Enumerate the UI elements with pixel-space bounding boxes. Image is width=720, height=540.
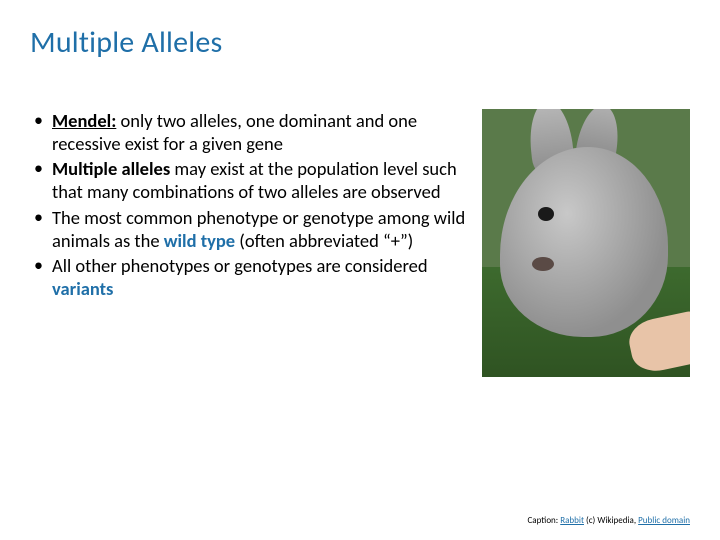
content-row: Mendel: only two alleles, one dominant a…	[30, 109, 690, 377]
image-column	[482, 109, 690, 377]
bullet-text: Multiple alleles	[52, 157, 170, 180]
bullet-text: Mendel:	[52, 109, 116, 132]
caption-mid: (c) Wikipedia,	[584, 515, 638, 526]
rabbit-nose-icon	[532, 257, 554, 271]
slide: Multiple Alleles Mendel: only two allele…	[0, 0, 720, 540]
caption-prefix: Caption:	[528, 515, 561, 526]
bullet-text: All other phenotypes or genotypes are co…	[52, 254, 428, 277]
caption-link-rabbit[interactable]: Rabbit	[560, 515, 584, 526]
rabbit-body-icon	[500, 147, 668, 337]
rabbit-eye-icon	[538, 207, 554, 221]
bullet-item: The most common phenotype or genotype am…	[30, 206, 466, 252]
bullet-text: (often abbreviated “+”)	[235, 229, 413, 252]
bullet-item: All other phenotypes or genotypes are co…	[30, 254, 466, 300]
text-column: Mendel: only two alleles, one dominant a…	[30, 109, 466, 377]
bullet-item: Mendel: only two alleles, one dominant a…	[30, 109, 466, 155]
bullet-text: variants	[52, 277, 113, 300]
image-caption: Caption: Rabbit (c) Wikipedia, Public do…	[528, 515, 691, 526]
bullet-item: Multiple alleles may exist at the popula…	[30, 157, 466, 203]
bullet-text: wild type	[164, 229, 235, 252]
caption-link-license[interactable]: Public domain	[638, 515, 690, 526]
rabbit-photo	[482, 109, 690, 377]
bullet-list: Mendel: only two alleles, one dominant a…	[30, 109, 466, 300]
slide-title: Multiple Alleles	[30, 24, 690, 61]
